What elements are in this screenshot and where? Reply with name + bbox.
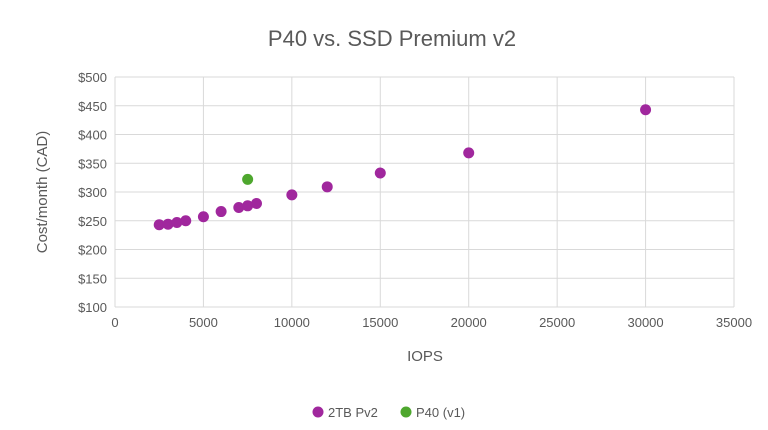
data-point-2tb-pv2[interactable] <box>321 181 333 193</box>
y-tick-label: $300 <box>78 185 107 200</box>
x-tick-label: 5000 <box>189 315 218 330</box>
data-point-2tb-pv2[interactable] <box>215 206 227 218</box>
y-tick-label: $200 <box>78 243 107 258</box>
y-tick-label: $500 <box>78 70 107 85</box>
y-tick-label: $400 <box>78 128 107 143</box>
legend-marker <box>312 406 324 418</box>
data-points <box>153 104 652 231</box>
x-tick-labels: 0 5000 10000 15000 20000 25000 30000 35000 <box>111 315 752 330</box>
chart-title: P40 vs. SSD Premium v2 <box>268 26 516 51</box>
x-tick-label: 35000 <box>716 315 752 330</box>
legend-label: 2TB Pv2 <box>328 405 378 420</box>
data-point-2tb-pv2[interactable] <box>286 189 298 201</box>
y-axis-label: Cost/month (CAD) <box>34 131 51 254</box>
data-point-2tb-pv2[interactable] <box>171 216 183 228</box>
y-tick-label: $150 <box>78 271 107 286</box>
legend-label: P40 (v1) <box>416 405 465 420</box>
legend: 2TB Pv2 P40 (v1) <box>312 405 465 420</box>
x-tick-label: 10000 <box>274 315 310 330</box>
x-tick-label: 20000 <box>451 315 487 330</box>
data-point-2tb-pv2[interactable] <box>233 202 245 214</box>
x-tick-label: 0 <box>111 315 118 330</box>
data-point-p40-v1-[interactable] <box>242 173 254 185</box>
y-tick-label: $250 <box>78 214 107 229</box>
x-tick-label: 15000 <box>362 315 398 330</box>
data-point-2tb-pv2[interactable] <box>242 200 254 212</box>
data-point-2tb-pv2[interactable] <box>197 211 209 223</box>
data-point-2tb-pv2[interactable] <box>250 198 262 209</box>
data-point-2tb-pv2[interactable] <box>180 215 192 227</box>
x-tick-label: 30000 <box>627 315 663 330</box>
y-tick-label: $100 <box>78 300 107 315</box>
data-point-2tb-pv2[interactable] <box>162 218 174 230</box>
y-tick-labels: $100 $150 $200 $250 $300 $350 $400 $450 $500 <box>78 70 107 315</box>
x-axis-label: IOPS <box>407 348 443 365</box>
data-point-2tb-pv2[interactable] <box>153 219 165 231</box>
y-tick-label: $450 <box>78 99 107 114</box>
data-point-2tb-pv2[interactable] <box>463 147 475 159</box>
y-tick-label: $350 <box>78 156 107 171</box>
data-point-2tb-pv2[interactable] <box>640 104 652 116</box>
gridlines <box>114 76 735 308</box>
legend-marker <box>400 406 412 418</box>
data-point-2tb-pv2[interactable] <box>374 167 386 179</box>
x-tick-label: 25000 <box>539 315 575 330</box>
